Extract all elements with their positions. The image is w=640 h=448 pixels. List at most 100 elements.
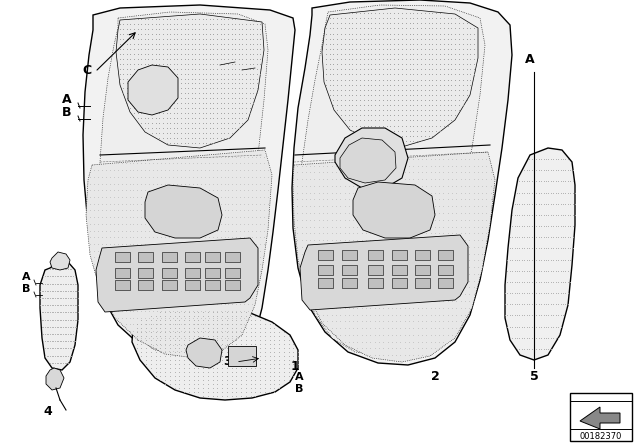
Point xyxy=(227,376,237,383)
Point xyxy=(246,349,256,356)
Point xyxy=(247,187,257,194)
Point xyxy=(370,81,380,88)
Point xyxy=(198,134,208,142)
Point xyxy=(366,122,376,129)
Point xyxy=(168,15,179,22)
Point xyxy=(150,50,161,57)
Point xyxy=(36,280,47,287)
Point xyxy=(469,60,479,68)
Point xyxy=(97,214,107,221)
Point xyxy=(211,187,221,194)
Point xyxy=(219,105,229,112)
Point xyxy=(140,167,150,174)
Point xyxy=(43,309,53,316)
Point xyxy=(534,267,544,274)
Point xyxy=(468,284,479,291)
Point xyxy=(193,308,204,315)
Point xyxy=(460,189,470,196)
Point xyxy=(160,308,170,315)
Point xyxy=(529,256,539,263)
Point xyxy=(351,102,362,109)
Point xyxy=(97,274,107,281)
Point xyxy=(351,112,362,119)
Point xyxy=(250,324,260,332)
Point xyxy=(220,334,230,341)
Point xyxy=(301,270,311,277)
Point xyxy=(356,189,367,196)
Point xyxy=(351,96,362,103)
Point xyxy=(200,214,210,221)
Point xyxy=(324,60,335,68)
Point xyxy=(236,287,246,294)
Point xyxy=(212,55,222,62)
Point xyxy=(136,75,147,82)
Point xyxy=(408,291,419,298)
Point xyxy=(428,60,438,68)
Point xyxy=(227,35,237,43)
Point xyxy=(465,40,476,47)
Point xyxy=(198,388,208,396)
Point xyxy=(305,230,316,237)
Point xyxy=(198,392,208,400)
Point xyxy=(53,294,63,302)
Point xyxy=(132,307,143,314)
Point xyxy=(385,30,396,37)
Point xyxy=(301,284,311,291)
Point xyxy=(413,352,423,359)
Point xyxy=(109,287,119,294)
Point xyxy=(473,182,483,190)
Point xyxy=(353,277,363,284)
Point xyxy=(196,194,206,201)
Point xyxy=(146,357,156,364)
Point xyxy=(434,155,444,162)
Point xyxy=(141,345,151,352)
Point xyxy=(278,336,289,344)
Point xyxy=(417,297,427,305)
Point xyxy=(165,129,175,137)
Point xyxy=(143,25,154,32)
Point xyxy=(160,200,170,207)
Point xyxy=(438,297,449,305)
Point xyxy=(563,200,573,207)
Point xyxy=(216,134,226,142)
Point xyxy=(305,169,316,176)
Point xyxy=(207,167,218,174)
Point xyxy=(248,40,259,47)
Point xyxy=(260,324,270,332)
Point xyxy=(264,384,275,392)
Point xyxy=(70,316,80,323)
Point xyxy=(193,336,204,344)
Point xyxy=(396,318,406,325)
Point xyxy=(56,316,67,323)
Point xyxy=(227,260,237,267)
Point xyxy=(120,280,131,288)
Point xyxy=(212,125,222,132)
Point xyxy=(378,122,388,129)
Point xyxy=(150,349,161,356)
Point xyxy=(172,125,182,132)
Point xyxy=(43,316,53,323)
Point xyxy=(220,227,230,234)
Point xyxy=(251,280,261,288)
Point xyxy=(431,122,441,129)
Point xyxy=(442,71,452,78)
Point xyxy=(192,348,202,355)
Point xyxy=(434,176,444,183)
Point xyxy=(447,324,457,332)
Point xyxy=(404,189,414,196)
Point xyxy=(239,187,250,194)
Point xyxy=(200,348,210,355)
Point xyxy=(241,25,251,32)
Point xyxy=(274,340,284,348)
Point xyxy=(71,294,81,302)
Point xyxy=(309,189,319,196)
Point xyxy=(184,349,194,356)
Point xyxy=(456,270,466,277)
Point xyxy=(136,357,147,364)
Point xyxy=(200,327,210,335)
Point xyxy=(100,280,111,288)
Point xyxy=(237,120,248,127)
Point xyxy=(250,368,260,375)
Point xyxy=(420,76,430,83)
Point xyxy=(359,127,369,134)
